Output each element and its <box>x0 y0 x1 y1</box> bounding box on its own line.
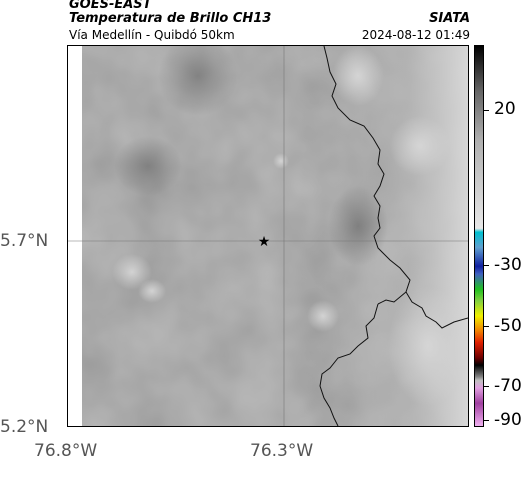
title-line2: Temperatura de Brillo CH13 <box>69 11 272 26</box>
colorbar-tick <box>484 265 489 266</box>
satellite-map[interactable]: ★ <box>67 45 469 427</box>
colorbar-label-minus30: -30 <box>494 255 522 275</box>
star-icon: ★ <box>258 234 271 250</box>
colorbar-tick <box>484 386 489 387</box>
colorbar-tick <box>484 326 489 327</box>
no-data-left-strip <box>68 46 82 426</box>
colorbar-label-minus70: -70 <box>494 376 522 396</box>
datetime-label: 2024-08-12 01:49 <box>361 28 470 42</box>
lat-tick-5-2: 5.2°N <box>0 417 49 437</box>
colorbar-tick <box>484 110 489 111</box>
subtitle: Vía Medellín - Quibdó 50km <box>69 28 235 42</box>
colorbar-label-20: 20 <box>494 99 516 119</box>
colorbar-tick <box>484 420 489 421</box>
colorbar <box>474 45 484 427</box>
department-boundary-south <box>319 303 379 426</box>
lon-tick-76-3: 76.3°W <box>250 441 314 461</box>
lon-tick-76-8: 76.8°W <box>34 441 98 461</box>
boundary-branch <box>377 291 407 305</box>
colorbar-label-minus50: -50 <box>494 316 522 336</box>
colorbar-label-minus90: -90 <box>494 410 522 430</box>
map-canvas: ★ <box>68 46 468 426</box>
satellite-imagery <box>82 46 468 426</box>
lat-tick-5-7: 5.7°N <box>0 231 49 251</box>
brand-label: SIATA <box>429 11 470 26</box>
title-line1: GOES-EAST <box>69 0 152 12</box>
department-boundary <box>323 46 468 329</box>
